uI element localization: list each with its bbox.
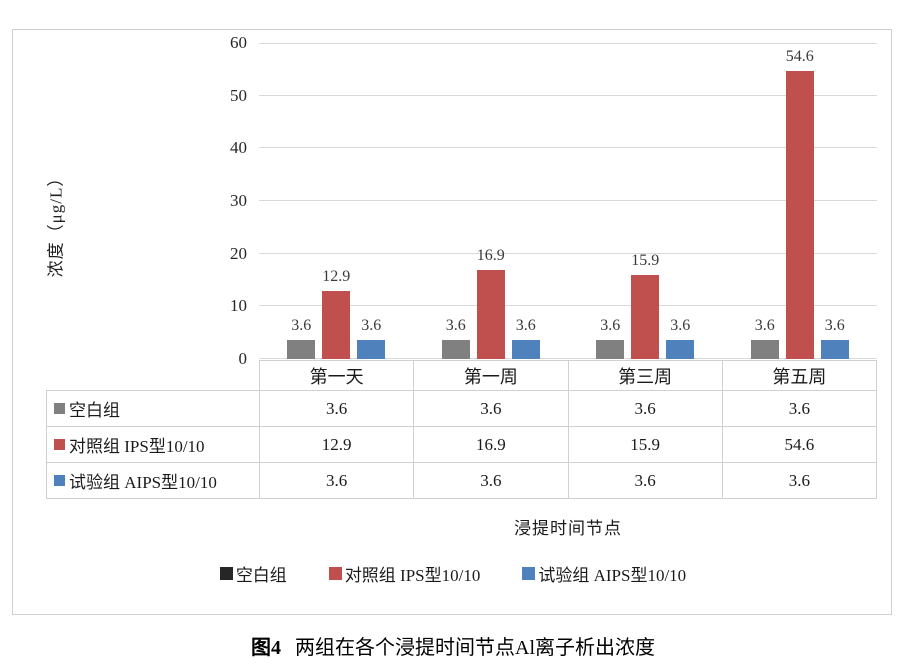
bar-value-label: 3.6: [824, 317, 845, 335]
series-name-label: 空白组: [69, 401, 120, 420]
bar-value-label: 3.6: [361, 317, 382, 335]
series-key-swatch: [54, 403, 65, 414]
value-cell: 3.6: [721, 462, 877, 499]
series-key-swatch: [54, 475, 65, 486]
bar-value-label: 3.6: [600, 317, 621, 335]
y-tick-label: 50: [230, 85, 247, 105]
y-tick-label: 20: [230, 243, 247, 263]
y-tick-label: 30: [230, 191, 247, 210]
gridline: [259, 200, 877, 201]
legend-swatch: [219, 566, 233, 580]
table-row: 空白组 3.6 3.6 3.6 3.6: [46, 390, 877, 427]
y-tick-label: 0: [238, 349, 248, 368]
bar: [357, 340, 386, 359]
plot-area: 3.6 12.9 3.6 3.6 16.9 3.6 3.6 15.9 3.6 3.6 54.6 3.6: [259, 43, 877, 359]
series-key-cell: 对照组 IPS型10/10: [46, 426, 260, 463]
value-cell: 3.6: [721, 390, 877, 427]
gridline: [259, 94, 877, 96]
y-axis-title: 浓度（μg/L）: [46, 168, 66, 278]
value-cell: 3.6: [259, 390, 415, 427]
bar: [476, 270, 505, 359]
gridline: [259, 252, 877, 254]
bar: [441, 340, 470, 359]
series-name-label: 试验组 AIPS型10/10: [69, 473, 217, 492]
bar-value-label: 3.6: [291, 317, 312, 335]
table-row: 试验组 AIPS型10/10 3.6 3.6 3.6 3.6: [46, 462, 877, 499]
chart-figure: 浓度（μg/L） 0 10 20 30 40 50 60 3.6 12.9 3.6 3.6 16.9…: [12, 29, 892, 615]
bar-value-label: 54.6: [785, 48, 814, 66]
series-key-swatch: [54, 439, 65, 450]
gridline: [259, 358, 877, 359]
y-tick-label: 60: [230, 33, 247, 52]
category-header-cell: 第一周: [413, 360, 569, 391]
category-header-cell: 第五周: [721, 360, 877, 391]
value-cell: 3.6: [413, 390, 569, 427]
series-name-label: 对照组 IPS型10/10: [69, 437, 205, 456]
bar-value-label: 3.6: [515, 317, 536, 335]
bar-value-label: 15.9: [631, 252, 660, 270]
legend-label: 对照组 IPS型10/10: [344, 565, 481, 585]
series-key-cell: 空白组: [46, 390, 260, 427]
value-cell: 12.9: [259, 426, 415, 463]
bar-value-label: 3.6: [670, 317, 691, 335]
bar: [631, 275, 660, 359]
legend-swatch: [522, 566, 536, 580]
value-cell: 3.6: [567, 390, 723, 427]
bar: [287, 340, 316, 359]
bar: [596, 340, 625, 359]
bar: [511, 340, 540, 359]
y-tick-label: 40: [230, 138, 247, 158]
x-axis-title: 浸提时间节点: [514, 519, 622, 538]
legend-label: 试验组 AIPS型10/10: [538, 565, 687, 585]
value-cell: 3.6: [567, 462, 723, 499]
value-cell: 54.6: [721, 426, 877, 463]
bar: [750, 340, 779, 359]
category-header-cell: 第一天: [259, 360, 415, 391]
legend-item: 试验组 AIPS型10/10: [522, 561, 686, 586]
value-cell: 15.9: [567, 426, 723, 463]
caption-text: 两组在各个浸提时间节点Al离子析出浓度: [295, 637, 655, 659]
value-cell: 16.9: [413, 426, 569, 463]
bar: [666, 340, 695, 359]
caption-label: 图4: [251, 637, 281, 659]
legend-label: 空白组: [235, 565, 287, 585]
gridline: [259, 147, 877, 149]
bar-value-label: 12.9: [322, 268, 351, 286]
figure-caption: 图4 两组在各个浸提时间节点Al离子析出浓度: [0, 631, 906, 660]
data-table-header: 第一天 第一周 第三周 第五周: [259, 360, 877, 391]
gridline: [259, 305, 877, 307]
legend-item: 空白组: [219, 561, 287, 586]
y-tick-label: 10: [230, 296, 247, 316]
bar: [785, 71, 814, 359]
legend-swatch: [328, 566, 342, 580]
bar-value-label: 3.6: [445, 317, 466, 335]
bar: [322, 291, 351, 359]
legend-item: 对照组 IPS型10/10: [328, 561, 481, 586]
bar-value-label: 16.9: [476, 246, 505, 264]
bar-value-label: 3.6: [754, 317, 775, 335]
y-axis-tick-labels: 0 10 20 30 40 50 60: [191, 33, 247, 368]
data-table-body: 空白组 3.6 3.6 3.6 3.6 对照组 IPS型10/10 12.9 16.9 15.9…: [46, 390, 877, 499]
bar: [820, 340, 849, 359]
gridline: [259, 43, 877, 44]
chart-legend: 空白组 对照组 IPS型10/10 试验组 AIPS型10/10: [13, 561, 893, 585]
category-header-cell: 第三周: [567, 360, 723, 391]
value-cell: 3.6: [259, 462, 415, 499]
table-row: 对照组 IPS型10/10 12.9 16.9 15.9 54.6: [46, 426, 877, 463]
series-key-cell: 试验组 AIPS型10/10: [46, 462, 260, 499]
value-cell: 3.6: [413, 462, 569, 499]
